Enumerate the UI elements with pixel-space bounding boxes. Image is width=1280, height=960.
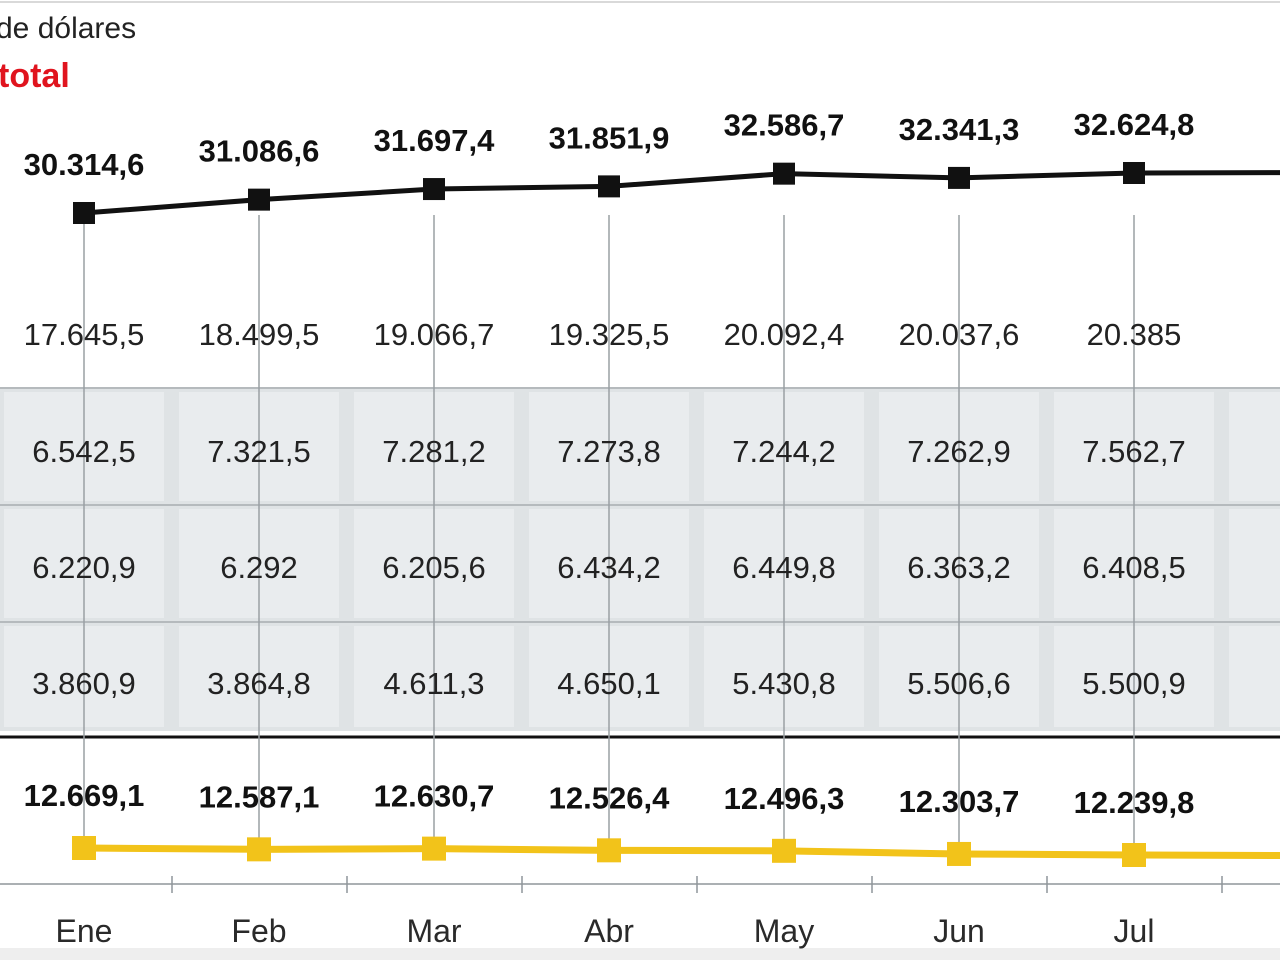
row3-value-label: 6.363,2 — [907, 550, 1010, 585]
unit-label: de dólares — [0, 12, 136, 45]
bottom-series-point — [947, 841, 971, 866]
x-tick-label: Jul — [1114, 913, 1155, 949]
bottom-strip — [0, 948, 1280, 960]
row1-value-label: 18.499,5 — [199, 317, 320, 352]
table-cell-bg — [1229, 626, 1280, 727]
total-series-point — [948, 166, 970, 189]
row2-value-label: 7.273,8 — [557, 434, 660, 469]
value-labels: 30.314,6 31.086,6 31.697,4 31.851,9 32.586,7… — [24, 107, 1195, 820]
row3-value-label: 6.205,6 — [382, 550, 485, 585]
total-series-point — [423, 178, 445, 201]
total-series-point — [598, 175, 620, 198]
vertical-guides — [83, 215, 1135, 850]
total-series-point — [773, 162, 795, 185]
row1-value-label: 20.037,6 — [899, 317, 1020, 352]
row1-value-label: 17.645,5 — [24, 317, 145, 352]
x-axis: EneFebMarAbrMayJunJulAgo — [0, 876, 1280, 960]
series-lines — [72, 162, 1280, 867]
row2-value-label: 7.321,5 — [207, 434, 310, 469]
row4-value-label: 5.500,9 — [1082, 666, 1185, 701]
total-series-point — [248, 188, 270, 211]
total-series-line — [83, 170, 1280, 216]
row2-value-label: 7.281,2 — [382, 434, 485, 469]
row3-value-label: 6.408,5 — [1082, 550, 1185, 585]
bottom-series-point — [247, 837, 271, 862]
row2-value-label: 7.262,9 — [907, 434, 1010, 469]
x-tick-label: Mar — [406, 913, 461, 949]
x-tick-label: May — [754, 913, 814, 949]
bottom-series-point — [597, 838, 621, 863]
bottom-series-line — [83, 844, 1280, 860]
row3-value-label: 6.292 — [220, 550, 298, 585]
row4-value-label: 4.650,1 — [557, 666, 660, 701]
total-series-point — [73, 202, 95, 224]
x-tick-label: Jun — [933, 913, 985, 949]
bottom-series-point — [772, 838, 796, 863]
row1-value-label: 20.092,4 — [724, 317, 845, 352]
bottom-value-label: 12.630,7 — [374, 779, 495, 814]
row3-value-label: 6.434,2 — [557, 550, 660, 585]
total-label: total — [0, 57, 70, 95]
row4-value-label: 5.430,8 — [732, 666, 835, 701]
total-value-label: 32.341,3 — [899, 112, 1020, 147]
bottom-series-point — [422, 836, 446, 861]
bottom-value-label: 12.587,1 — [199, 779, 320, 814]
x-tick-label: Abr — [584, 913, 634, 949]
row2-value-label: 7.562,7 — [1082, 434, 1185, 469]
total-value-label: 31.851,9 — [549, 120, 670, 155]
total-value-label: 32.586,7 — [724, 108, 845, 143]
total-value-label: 30.314,6 — [24, 147, 145, 182]
x-tick-label: Feb — [231, 913, 286, 949]
row3-value-label: 6.220,9 — [32, 550, 135, 585]
row4-value-label: 5.506,6 — [907, 666, 1010, 701]
bottom-value-label: 12.303,7 — [899, 784, 1020, 819]
row1-value-label: 19.066,7 — [374, 317, 495, 352]
row1-value-label: 20.385 — [1087, 317, 1182, 352]
bottom-series-point — [1122, 843, 1146, 867]
bottom-value-label: 12.239,8 — [1074, 785, 1195, 820]
total-series-point — [1123, 162, 1145, 184]
row3-value-label: 6.449,8 — [732, 550, 835, 585]
table-cell-bg — [1229, 509, 1280, 618]
bottom-value-label: 12.526,4 — [549, 780, 670, 815]
row1-value-label: 19.325,5 — [549, 317, 670, 352]
x-tick-label: Ene — [56, 913, 113, 949]
table-cell-bg — [1229, 392, 1280, 501]
row4-value-label: 3.864,8 — [207, 666, 310, 701]
bottom-value-label: 12.496,3 — [724, 781, 845, 816]
row2-value-label: 7.244,2 — [732, 434, 835, 469]
row2-value-label: 6.542,5 — [32, 434, 135, 469]
bottom-series-point — [72, 836, 96, 860]
total-value-label: 31.086,6 — [199, 134, 320, 169]
row4-value-label: 4.611,3 — [383, 666, 484, 701]
chart-header: de dólares total — [0, 12, 136, 95]
bottom-value-label: 12.669,1 — [24, 778, 145, 813]
total-value-label: 31.697,4 — [374, 123, 495, 158]
total-value-label: 32.624,8 — [1074, 107, 1195, 142]
row4-value-label: 3.860,9 — [32, 666, 135, 701]
